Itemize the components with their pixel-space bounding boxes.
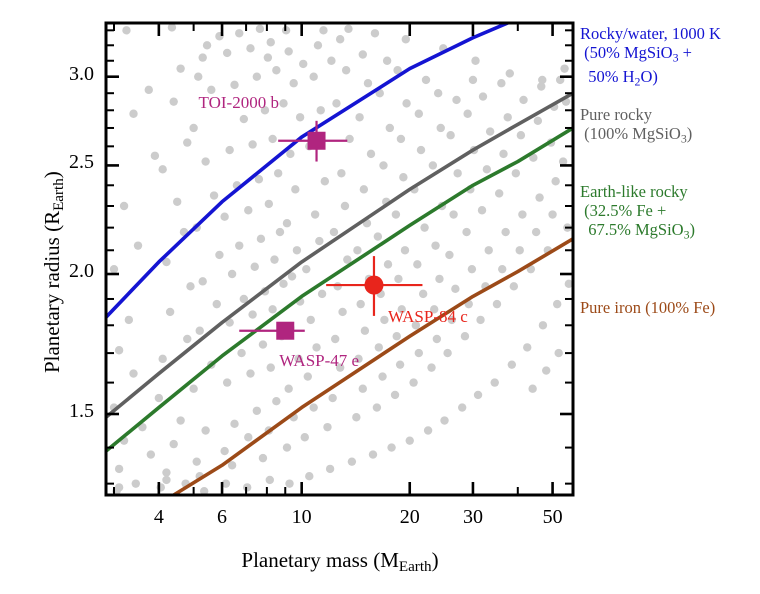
x-tick-label-1: 6 [217, 506, 228, 528]
curve-1 [106, 91, 573, 420]
planet-label-toi-2000-b: TOI-2000 b [198, 92, 279, 112]
y-tick-label-2: 2.5 [69, 151, 94, 174]
x-tick-label-2: 10 [291, 506, 312, 528]
planet-marker-2[interactable] [239, 321, 305, 340]
x-tick-label-4: 30 [462, 506, 483, 528]
y-axis-title-main: Planetary radius (R [39, 210, 64, 374]
planet-marker-0[interactable] [278, 120, 348, 162]
plot-frame [104, 21, 575, 497]
legend-entry-2: Earth-like rocky (32.5% Fe + 67.5% MgSiO… [580, 182, 695, 244]
legend-line-1: Earth-like rocky [580, 182, 688, 201]
legend-line-3: 50% H2O) [580, 67, 658, 89]
y-tick-label-3: 3.0 [69, 62, 94, 85]
planet-marker-1[interactable] [326, 256, 423, 316]
y-axis-title-sub: Earth [51, 178, 68, 211]
composition-curves [106, 23, 573, 495]
legend-line-1: Pure rocky [580, 105, 652, 124]
legend-line-2: (32.5% Fe + [580, 201, 667, 220]
curve-2 [106, 126, 573, 453]
curve-0 [106, 23, 513, 320]
legend-line-2: (50% MgSiO3 + [580, 43, 692, 65]
legend-entry-3: Pure iron (100% Fe) [580, 298, 715, 317]
legend-entry-1: Pure rocky (100% MgSiO3) [580, 105, 692, 148]
planet-label-wasp-47-e: WASP-47 e [279, 350, 360, 370]
legend-line-1: Pure iron (100% Fe) [580, 298, 716, 317]
x-tick-label-5: 50 [542, 506, 563, 528]
legend-line-3: 67.5% MgSiO3) [580, 220, 696, 242]
legend-entry-0: Rocky/water, 1000 K (50% MgSiO3 + 50% H2… [580, 24, 721, 92]
x-axis-title-sub: Earth [398, 559, 432, 576]
x-axis-title-end: ) [431, 548, 439, 572]
legend-line-1: Rocky/water, 1000 K [580, 24, 721, 43]
y-tick-label-1: 2.0 [69, 260, 94, 282]
x-tick-label-3: 20 [399, 506, 420, 528]
x-tick-label-0: 4 [153, 506, 164, 528]
planet-label-wasp-84-c: WASP-84 c [387, 307, 468, 327]
x-axis-title-main: Planetary mass (M [241, 548, 399, 572]
x-axis-title: Planetary mass (MEarth) [0, 548, 680, 576]
curve-3 [171, 237, 573, 495]
highlighted-planets [239, 120, 423, 340]
legend-line-2: (100% MgSiO3) [580, 124, 693, 146]
scatter-population [109, 23, 573, 495]
axis-ticks [106, 23, 573, 495]
y-tick-label-0: 1.5 [69, 400, 94, 422]
